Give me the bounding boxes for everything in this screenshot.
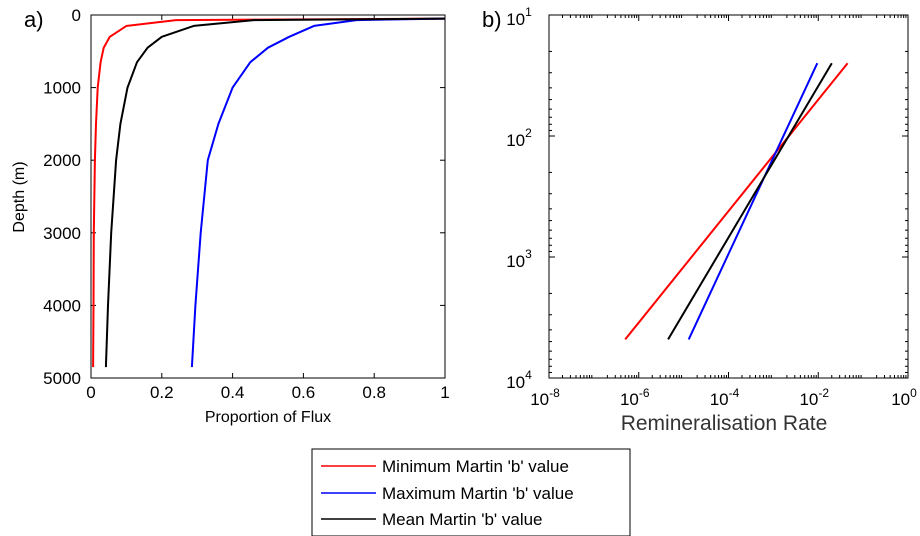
chart-a-series-line-2 xyxy=(104,17,446,368)
chart-a-xtick-label: 0.2 xyxy=(150,383,174,402)
chart-a-xtick-label: 0.6 xyxy=(292,383,316,402)
panel-b-label: b) xyxy=(482,7,502,32)
chart-a-ytick-label: 1000 xyxy=(43,79,81,98)
chart-b: 10-8 10-6 10-4 10-2 100 101 102 103 104 Reminera… xyxy=(506,5,917,435)
legend-label-min: Minimum Martin 'b' value xyxy=(382,457,569,476)
chart-b-xtick-label: 100 xyxy=(891,386,917,409)
chart-a-ytick-label: 0 xyxy=(72,6,81,25)
legend-label-max: Maximum Martin 'b' value xyxy=(382,484,574,503)
chart-b-lines xyxy=(624,62,849,341)
chart-b-series-line-0 xyxy=(624,62,849,341)
chart-b-xtick-label: 10-6 xyxy=(620,386,650,409)
chart-a-ytick-label: 3000 xyxy=(43,224,81,243)
panel-a-label: a) xyxy=(24,7,44,32)
chart-b-ytick-label: 102 xyxy=(506,126,532,150)
chart-a-ytick-label: 5000 xyxy=(43,369,81,388)
chart-a-ticks: 0 0.2 0.4 0.6 0.8 1 0 1000 2000 3000 4000 5000 xyxy=(43,6,450,402)
chart-b-xtick-label: 10-4 xyxy=(710,386,740,409)
chart-a-ytick-label: 4000 xyxy=(43,296,81,315)
chart-a-xlabel: Proportion of Flux xyxy=(205,409,331,426)
chart-b-ytick-label: 103 xyxy=(506,247,532,271)
chart-a-ylabel: Depth (m) xyxy=(11,161,28,232)
chart-b-ytick-label: 104 xyxy=(506,368,532,392)
chart-a-xtick-label: 0.8 xyxy=(362,383,386,402)
legend-label-mean: Mean Martin 'b' value xyxy=(382,510,543,529)
chart-a-lines xyxy=(92,17,446,368)
chart-b-ytick-label: 101 xyxy=(506,5,532,29)
legend: Minimum Martin 'b' value Maximum Martin … xyxy=(311,448,631,536)
chart-b-frame xyxy=(548,14,909,379)
chart-a-ytick-label: 2000 xyxy=(43,151,81,170)
chart-b-xtick-label: 10-2 xyxy=(799,386,829,409)
chart-a-frame xyxy=(90,14,446,379)
chart-a-xtick-label: 0.4 xyxy=(221,383,245,402)
chart-b-xlabel: Remineralisation Rate xyxy=(621,412,828,435)
chart-a-xtick-label: 0 xyxy=(86,383,95,402)
chart-a-series-line-0 xyxy=(92,17,446,368)
chart-a-series-line-1 xyxy=(190,17,446,368)
chart-b-xtick-label: 10-8 xyxy=(530,386,560,409)
chart-b-series-line-2 xyxy=(667,62,833,340)
chart-a: 0 0.2 0.4 0.6 0.8 1 0 1000 2000 3000 4000 5000 Prop… xyxy=(11,6,450,426)
chart-a-xtick-label: 1 xyxy=(440,383,449,402)
chart-b-ticks: 10-8 10-6 10-4 10-2 100 101 102 103 104 xyxy=(506,5,917,409)
chart-b-series-line-1 xyxy=(687,62,819,340)
